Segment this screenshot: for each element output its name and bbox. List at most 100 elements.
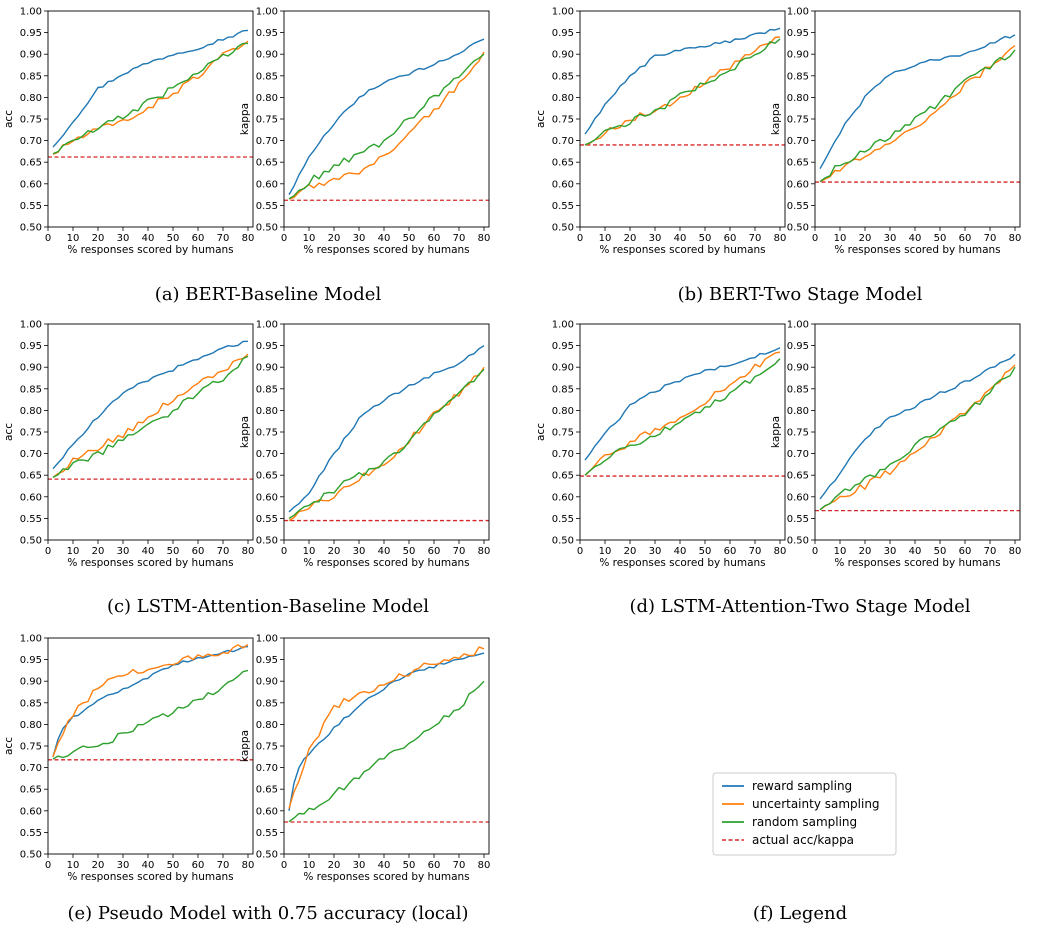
y-tick-label: 0.85 xyxy=(256,71,278,82)
x-tick-label: 40 xyxy=(674,233,687,244)
y-tick-label: 0.90 xyxy=(787,363,809,374)
y-tick-label: 0.80 xyxy=(787,406,809,417)
x-tick-label: 30 xyxy=(353,860,366,871)
x-tick-label: 0 xyxy=(281,546,287,557)
x-tick-label: 40 xyxy=(378,233,391,244)
y-tick-label: 0.50 xyxy=(256,850,278,861)
x-tick-label: 80 xyxy=(242,546,255,557)
x-tick-label: 20 xyxy=(92,233,105,244)
y-tick-label: 0.70 xyxy=(256,136,278,147)
x-tick-label: 70 xyxy=(984,546,997,557)
y-tick-label: 0.85 xyxy=(20,384,42,395)
y-axis-label: acc xyxy=(3,110,15,128)
y-axis-label: kappa xyxy=(239,416,251,448)
x-axis-label: % responses scored by humans xyxy=(834,244,1000,256)
x-tick-label: 70 xyxy=(217,233,230,244)
x-axis-label: % responses scored by humans xyxy=(303,244,469,256)
y-tick-label: 0.50 xyxy=(20,536,42,547)
y-tick-label: 0.85 xyxy=(787,384,809,395)
x-tick-label: 20 xyxy=(624,233,637,244)
x-tick-label: 30 xyxy=(353,546,366,557)
x-tick-label: 40 xyxy=(909,546,922,557)
series-line-reward xyxy=(288,345,485,513)
x-tick-label: 70 xyxy=(453,546,466,557)
x-tick-label: 30 xyxy=(649,546,662,557)
x-tick-label: 30 xyxy=(649,233,662,244)
plot-frame xyxy=(283,323,490,541)
series-line-reward xyxy=(819,34,1016,170)
y-tick-label: 0.75 xyxy=(552,115,574,126)
y-tick-label: 0.75 xyxy=(787,428,809,439)
y-tick-label: 0.65 xyxy=(20,785,42,796)
y-tick-label: 0.95 xyxy=(256,655,278,666)
x-tick-label: 40 xyxy=(909,233,922,244)
y-tick-label: 0.95 xyxy=(787,28,809,39)
y-tick-label: 0.50 xyxy=(552,536,574,547)
y-tick-label: 1.00 xyxy=(256,634,278,645)
x-tick-label: 0 xyxy=(45,546,51,557)
series-line-reward xyxy=(52,645,249,757)
y-tick-label: 0.70 xyxy=(552,136,574,147)
y-tick-label: 0.65 xyxy=(787,158,809,169)
y-tick-label: 0.75 xyxy=(20,742,42,753)
x-tick-label: 80 xyxy=(478,233,491,244)
x-tick-label: 0 xyxy=(45,860,51,871)
x-tick-label: 20 xyxy=(92,860,105,871)
x-tick-label: 0 xyxy=(812,546,818,557)
y-tick-label: 0.60 xyxy=(256,179,278,190)
x-tick-label: 70 xyxy=(749,233,762,244)
series-line-reward xyxy=(819,353,1016,500)
x-tick-label: 60 xyxy=(959,546,972,557)
y-tick-label: 0.70 xyxy=(256,763,278,774)
subplot-b-kappa: 0.50 0.55 0.60 0.65 0.70 0.75 0.80 0.85 0.90 0.95… xyxy=(770,7,1021,257)
x-tick-label: 20 xyxy=(328,860,341,871)
y-tick-label: 1.00 xyxy=(20,634,42,645)
subplot-a-kappa: 0.50 0.55 0.60 0.65 0.70 0.75 0.80 0.85 0.90 0.95… xyxy=(239,7,490,257)
series-line-random xyxy=(819,49,1016,183)
y-tick-label: 0.60 xyxy=(20,492,42,503)
y-tick-label: 0.60 xyxy=(787,492,809,503)
series-line-uncertainty xyxy=(288,646,485,809)
y-tick-label: 0.50 xyxy=(20,850,42,861)
y-tick-label: 0.70 xyxy=(256,449,278,460)
y-axis-label: kappa xyxy=(770,416,782,448)
x-tick-label: 40 xyxy=(378,860,391,871)
y-tick-label: 0.85 xyxy=(787,71,809,82)
subplot-a-acc: 0.50 0.55 0.60 0.65 0.70 0.75 0.80 0.85 0.90 0.95… xyxy=(3,7,254,257)
x-tick-label: 0 xyxy=(45,233,51,244)
y-tick-label: 0.85 xyxy=(256,698,278,709)
legend-label-reward: reward sampling xyxy=(752,779,852,793)
y-tick-label: 0.55 xyxy=(256,201,278,212)
x-tick-label: 10 xyxy=(67,546,80,557)
x-tick-label: 70 xyxy=(453,233,466,244)
x-tick-label: 10 xyxy=(599,546,612,557)
x-tick-label: 80 xyxy=(774,233,787,244)
caption-f: (f) Legend xyxy=(753,903,847,924)
subplot-c-acc: 0.50 0.55 0.60 0.65 0.70 0.75 0.80 0.85 0.90 0.95… xyxy=(3,320,254,570)
legend-box xyxy=(712,772,897,856)
plot-frame xyxy=(814,10,1021,228)
x-tick-label: 40 xyxy=(378,546,391,557)
x-tick-label: 80 xyxy=(774,546,787,557)
x-tick-label: 20 xyxy=(624,546,637,557)
y-axis-label: acc xyxy=(3,423,15,441)
subplot-d-acc: 0.50 0.55 0.60 0.65 0.70 0.75 0.80 0.85 0.90 0.95… xyxy=(535,320,786,570)
y-tick-label: 0.80 xyxy=(256,406,278,417)
x-tick-label: 70 xyxy=(749,546,762,557)
y-tick-label: 0.60 xyxy=(552,492,574,503)
subplot-d-kappa: 0.50 0.55 0.60 0.65 0.70 0.75 0.80 0.85 0.90 0.95… xyxy=(770,320,1021,570)
x-tick-label: 40 xyxy=(142,233,155,244)
y-tick-label: 0.80 xyxy=(20,720,42,731)
y-tick-label: 1.00 xyxy=(256,7,278,18)
y-tick-label: 0.70 xyxy=(552,449,574,460)
series-line-reward xyxy=(52,340,249,470)
x-tick-label: 70 xyxy=(453,860,466,871)
series-line-random xyxy=(52,669,249,760)
x-tick-label: 30 xyxy=(117,546,130,557)
x-tick-label: 60 xyxy=(192,860,205,871)
y-tick-label: 0.95 xyxy=(552,28,574,39)
series-line-uncertainty xyxy=(819,364,1016,511)
x-axis-label: % responses scored by humans xyxy=(67,871,233,883)
series-line-reward xyxy=(584,27,781,135)
series-line-uncertainty xyxy=(288,366,485,522)
